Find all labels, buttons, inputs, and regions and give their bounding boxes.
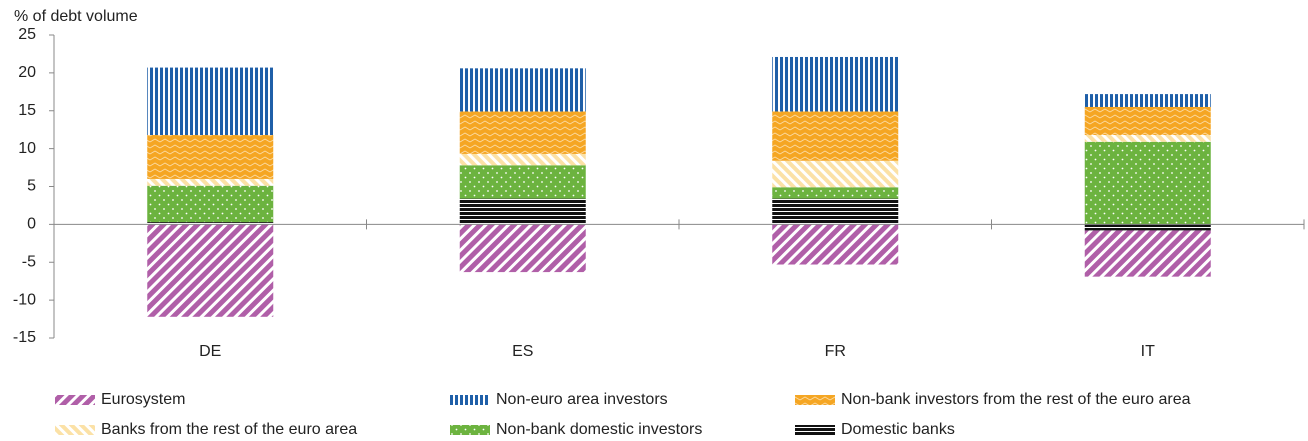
legend-swatch [795, 425, 835, 435]
legend-label: Domestic banks [841, 421, 955, 438]
bar-segment [772, 224, 899, 265]
bar-segment [147, 67, 274, 135]
bar-segment [459, 111, 586, 154]
bar-segment [772, 111, 899, 161]
y-tick-label: 0 [27, 216, 36, 233]
y-tick-label: 15 [18, 102, 36, 119]
bar-segment [772, 187, 899, 199]
bar-segment [772, 56, 899, 112]
bar-segment [1084, 106, 1211, 135]
bar-segment [459, 165, 586, 199]
y-tick-label: 20 [18, 64, 36, 81]
bar-segment [1084, 134, 1211, 142]
x-tick-label: IT [1141, 343, 1155, 360]
x-tick-label: FR [825, 343, 846, 360]
y-tick-label: -15 [13, 329, 36, 346]
bar-segment [147, 134, 274, 179]
bar-segment [147, 185, 274, 223]
y-tick-label: 5 [27, 178, 36, 195]
bar-segment [772, 160, 899, 188]
legend-swatch [450, 425, 490, 435]
legend-swatch [795, 395, 835, 405]
legend-swatch [55, 395, 95, 405]
legend-label: Banks from the rest of the euro area [101, 421, 357, 438]
bar-segment [459, 198, 586, 225]
legend-label: Eurosystem [101, 391, 185, 408]
y-tick-label: -10 [13, 291, 36, 308]
bar-segment [1084, 224, 1211, 231]
bar-segment [459, 224, 586, 273]
y-tick-label: 25 [18, 26, 36, 43]
x-tick-label: DE [199, 343, 221, 360]
bar-segment [1084, 230, 1211, 277]
x-tick-label: ES [512, 343, 533, 360]
y-tick-label: 10 [18, 140, 36, 157]
y-axis-label: % of debt volume [14, 8, 138, 25]
bar-segment [1084, 94, 1211, 107]
legend-label: Non-bank domestic investors [496, 421, 702, 438]
legend-swatch [55, 425, 95, 435]
bar-segment [1084, 141, 1211, 225]
bar-segment [772, 198, 899, 225]
bar-segment [147, 224, 274, 317]
legend-swatch [450, 395, 490, 405]
bar-segment [147, 222, 274, 225]
bar-segment [459, 153, 586, 166]
y-tick-label: -5 [22, 253, 36, 270]
bar-segment [459, 68, 586, 112]
legend-label: Non-bank investors from the rest of the … [841, 391, 1191, 408]
bar-segment [147, 178, 274, 186]
legend-label: Non-euro area investors [496, 391, 668, 408]
